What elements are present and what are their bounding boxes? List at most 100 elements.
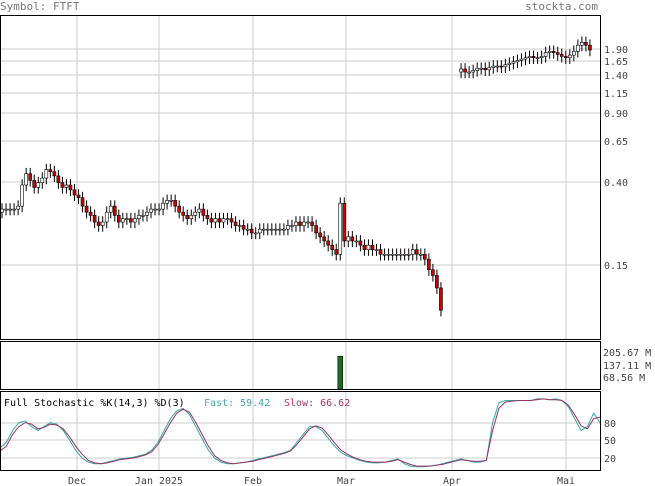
candle-body bbox=[302, 221, 306, 226]
candle-body bbox=[491, 65, 496, 68]
candle-body bbox=[487, 67, 492, 71]
candle-body bbox=[322, 236, 326, 242]
candle-body bbox=[60, 182, 65, 188]
candle-body bbox=[370, 244, 375, 250]
candle-body bbox=[36, 182, 41, 188]
candle-body bbox=[394, 253, 399, 256]
candle-body bbox=[483, 67, 488, 71]
candle-body bbox=[253, 232, 258, 235]
candle-body bbox=[48, 169, 53, 172]
fast-label: Fast: 59.42 bbox=[204, 398, 270, 409]
candle-body bbox=[298, 221, 302, 226]
candle-body bbox=[274, 228, 278, 231]
candle-body bbox=[543, 52, 548, 57]
candle-body bbox=[28, 173, 33, 181]
candle-body bbox=[72, 189, 77, 196]
candle-body bbox=[334, 249, 339, 255]
candle-body bbox=[572, 50, 576, 56]
candle-body bbox=[261, 228, 266, 231]
candle-body bbox=[278, 228, 282, 231]
volume-bars bbox=[337, 355, 344, 390]
candle-body bbox=[245, 228, 250, 231]
candle-body bbox=[310, 221, 314, 226]
price-tick-label: 0.15 bbox=[604, 261, 628, 272]
volume-tick-label: 137.11 M bbox=[603, 361, 651, 372]
candle-body bbox=[193, 211, 198, 216]
candle-body bbox=[386, 253, 391, 256]
candle-body bbox=[414, 249, 419, 255]
candle-body bbox=[551, 50, 556, 53]
candle-body bbox=[185, 215, 190, 219]
panel-frames bbox=[0, 15, 601, 471]
panel-frame-1 bbox=[0, 341, 601, 390]
candle-body bbox=[382, 253, 387, 256]
x-tick-label: Jan 2025 bbox=[135, 476, 183, 486]
candle-body bbox=[149, 208, 153, 213]
x-tick-label: Dec bbox=[68, 476, 86, 486]
candle-body bbox=[499, 65, 504, 68]
candle-body bbox=[270, 228, 274, 231]
candle-body bbox=[137, 215, 141, 219]
candle-body bbox=[511, 61, 516, 64]
volume-tick-label: 205.67 M bbox=[603, 348, 651, 359]
price-tick-label: 1.90 bbox=[604, 45, 628, 56]
candle-body bbox=[221, 218, 226, 223]
candle-body bbox=[431, 269, 435, 276]
candle-body bbox=[249, 228, 254, 234]
fast-line bbox=[0, 398, 601, 468]
price-tick-label: 0.90 bbox=[604, 109, 628, 120]
candle-body bbox=[64, 184, 69, 188]
candle-body bbox=[531, 56, 536, 59]
candle-body bbox=[282, 228, 286, 231]
candle-body bbox=[330, 244, 335, 250]
candle-body bbox=[165, 200, 169, 204]
candle-body bbox=[4, 208, 8, 211]
candle-body bbox=[495, 65, 500, 68]
candle-body bbox=[233, 221, 238, 226]
candle-body bbox=[201, 208, 206, 216]
candle-body bbox=[205, 215, 210, 219]
brand-label: stockta.com bbox=[525, 0, 598, 13]
candle-body bbox=[547, 50, 552, 53]
candle-body bbox=[358, 240, 363, 246]
candle-body bbox=[265, 228, 270, 231]
candle-body bbox=[96, 221, 101, 226]
candle-body bbox=[503, 64, 508, 68]
candle-body bbox=[80, 197, 85, 207]
candle-body bbox=[197, 208, 202, 213]
candle-body bbox=[8, 208, 12, 211]
candle-body bbox=[56, 175, 61, 183]
stoch-title: Full Stochastic %K(14,3) %D(3) bbox=[4, 398, 185, 409]
candle-body bbox=[32, 180, 37, 188]
candle-body bbox=[467, 71, 471, 74]
candle-body bbox=[459, 68, 463, 73]
stoch-tick-label: 20 bbox=[604, 454, 616, 465]
candle-body bbox=[439, 287, 443, 311]
candle-body bbox=[410, 249, 415, 255]
candle-body bbox=[507, 62, 512, 65]
x-tick-label: Feb bbox=[244, 476, 262, 486]
candle-body bbox=[584, 42, 588, 46]
candle-body bbox=[76, 194, 81, 198]
candle-body bbox=[475, 67, 479, 71]
candle-body bbox=[342, 202, 347, 242]
candle-body bbox=[427, 258, 431, 271]
candle-body bbox=[68, 184, 73, 191]
candle-body bbox=[173, 200, 177, 207]
candle-body bbox=[157, 208, 161, 211]
symbol-label: Symbol: FTFT bbox=[0, 0, 80, 13]
candle-body bbox=[523, 57, 528, 60]
candle-body bbox=[257, 228, 262, 234]
candle-body bbox=[225, 218, 230, 220]
volume-tick-label: 68.56 M bbox=[603, 373, 645, 384]
price-tick-label: 1.15 bbox=[604, 89, 628, 100]
candle-body bbox=[100, 221, 105, 226]
candle-body bbox=[153, 208, 157, 211]
candle-body bbox=[209, 218, 214, 223]
slow-line bbox=[0, 398, 601, 467]
candle-body bbox=[418, 253, 423, 256]
price-tick-label: 1.40 bbox=[604, 71, 628, 82]
candle-body bbox=[580, 42, 584, 46]
stoch-tick-label: 80 bbox=[604, 419, 616, 430]
